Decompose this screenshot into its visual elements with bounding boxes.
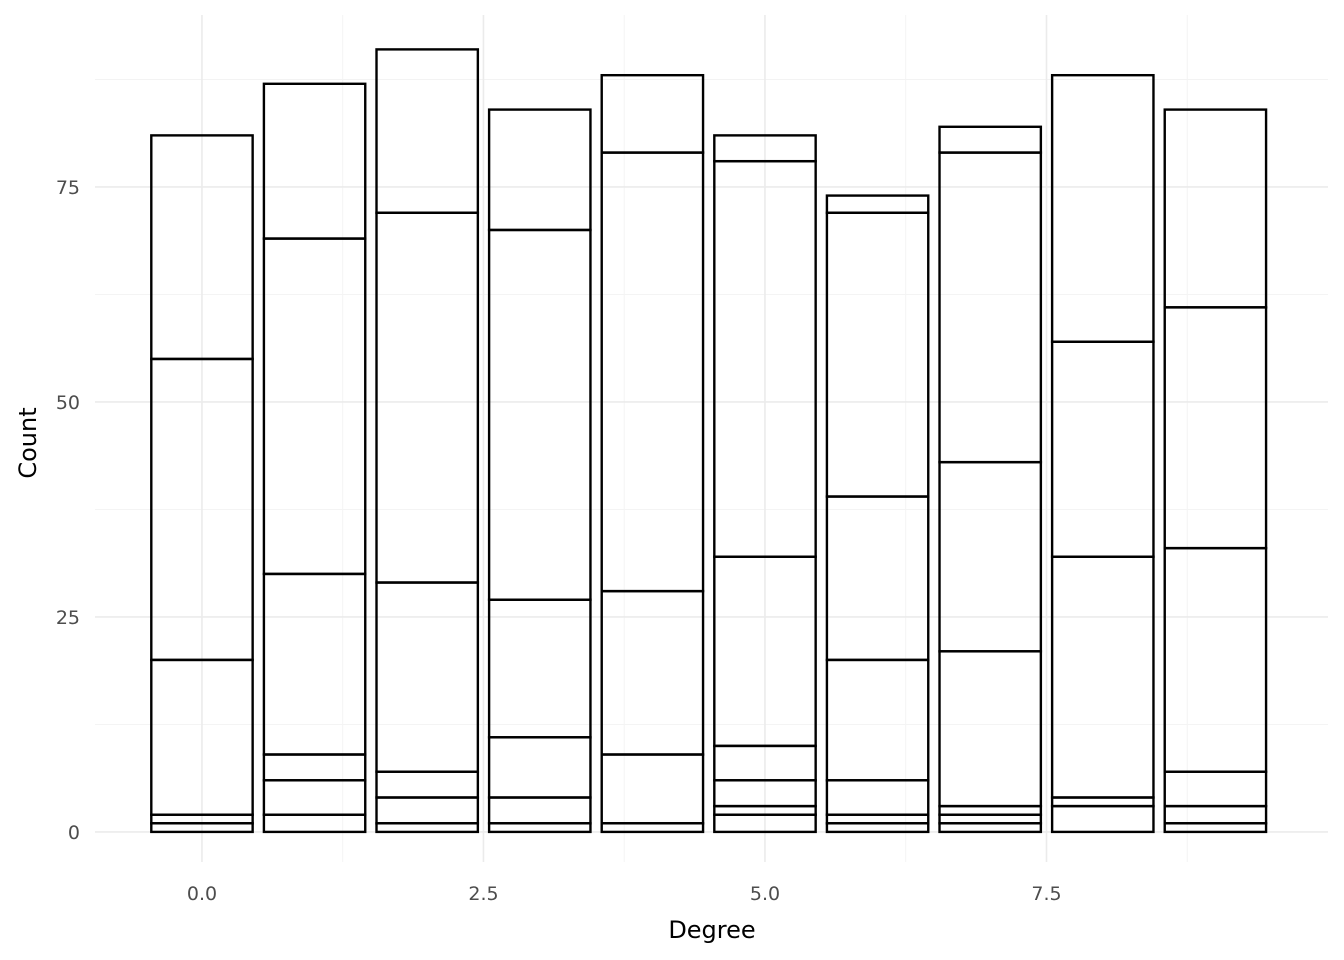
bar-segment xyxy=(600,589,705,756)
bar-segment xyxy=(825,194,930,214)
bar-stack xyxy=(825,194,930,834)
bar-segment xyxy=(825,658,930,782)
bar-segment xyxy=(600,753,705,825)
bar-segment xyxy=(938,822,1043,834)
bar-segment xyxy=(825,495,930,662)
bar-segment xyxy=(600,73,705,154)
y-tick-label: 0 xyxy=(68,822,80,844)
bar-segment xyxy=(375,796,480,825)
y-axis-ticks: 0 25 50 75 xyxy=(56,177,80,844)
bar-segment xyxy=(375,581,480,773)
bar-stack xyxy=(713,134,817,834)
bar-segment xyxy=(262,813,367,834)
y-axis-title: Count xyxy=(14,407,42,478)
bars xyxy=(150,48,1268,834)
bar-segment xyxy=(375,822,480,834)
x-tick-label: 2.5 xyxy=(468,883,498,905)
bar-segment xyxy=(600,151,705,593)
bar-segment xyxy=(487,796,592,825)
bar-segment xyxy=(1050,555,1155,799)
bar-segment xyxy=(938,804,1043,816)
y-tick-label: 25 xyxy=(56,607,80,629)
bar-segment xyxy=(713,134,817,163)
bar-stack xyxy=(262,82,367,834)
x-axis-ticks: 0.0 2.5 5.0 7.5 xyxy=(187,883,1062,905)
bar-segment xyxy=(1163,108,1268,309)
bar-stack xyxy=(1163,108,1268,834)
bar-segment xyxy=(1163,804,1268,825)
bar-segment xyxy=(487,228,592,601)
bar-stack xyxy=(375,48,480,834)
bar-segment xyxy=(262,779,367,816)
x-tick-label: 7.5 xyxy=(1031,883,1061,905)
bar-segment xyxy=(487,108,592,232)
bar-stack xyxy=(600,73,705,834)
bar-segment xyxy=(938,813,1043,825)
bar-segment xyxy=(262,82,367,240)
bar-segment xyxy=(487,822,592,834)
bar-segment xyxy=(375,211,480,584)
bar-segment xyxy=(600,822,705,834)
x-tick-label: 0.0 xyxy=(187,883,217,905)
bar-segment xyxy=(375,48,480,214)
bar-segment xyxy=(825,822,930,834)
bar-segment xyxy=(825,779,930,816)
bar-segment xyxy=(1163,306,1268,550)
bar-segment xyxy=(487,598,592,739)
bar-segment xyxy=(1163,546,1268,773)
bar-segment xyxy=(1163,770,1268,808)
bar-segment xyxy=(1050,73,1155,343)
y-tick-label: 50 xyxy=(56,392,80,414)
x-tick-label: 5.0 xyxy=(750,883,780,905)
bar-segment xyxy=(487,736,592,799)
bar-segment xyxy=(938,460,1043,653)
bar-segment xyxy=(375,770,480,799)
bar-segment xyxy=(938,151,1043,464)
bar-segment xyxy=(938,125,1043,154)
bar-segment xyxy=(262,237,367,576)
bar-segment xyxy=(938,650,1043,808)
grid-lines xyxy=(95,15,1328,862)
bar-stack xyxy=(1050,73,1155,834)
bar-segment xyxy=(1050,796,1155,808)
bar-segment xyxy=(1050,804,1155,834)
bar-segment xyxy=(1163,822,1268,834)
bar-stack xyxy=(487,108,592,834)
bar-segment xyxy=(262,572,367,756)
bar-segment xyxy=(1050,340,1155,558)
bar-stack xyxy=(938,125,1043,834)
y-tick-label: 75 xyxy=(56,177,80,199)
x-axis-title: Degree xyxy=(668,916,755,944)
bar-stack xyxy=(150,134,254,834)
bar-segment xyxy=(150,134,254,361)
bar-segment xyxy=(825,211,930,498)
bar-segment xyxy=(262,753,367,782)
bar-segment xyxy=(825,813,930,825)
